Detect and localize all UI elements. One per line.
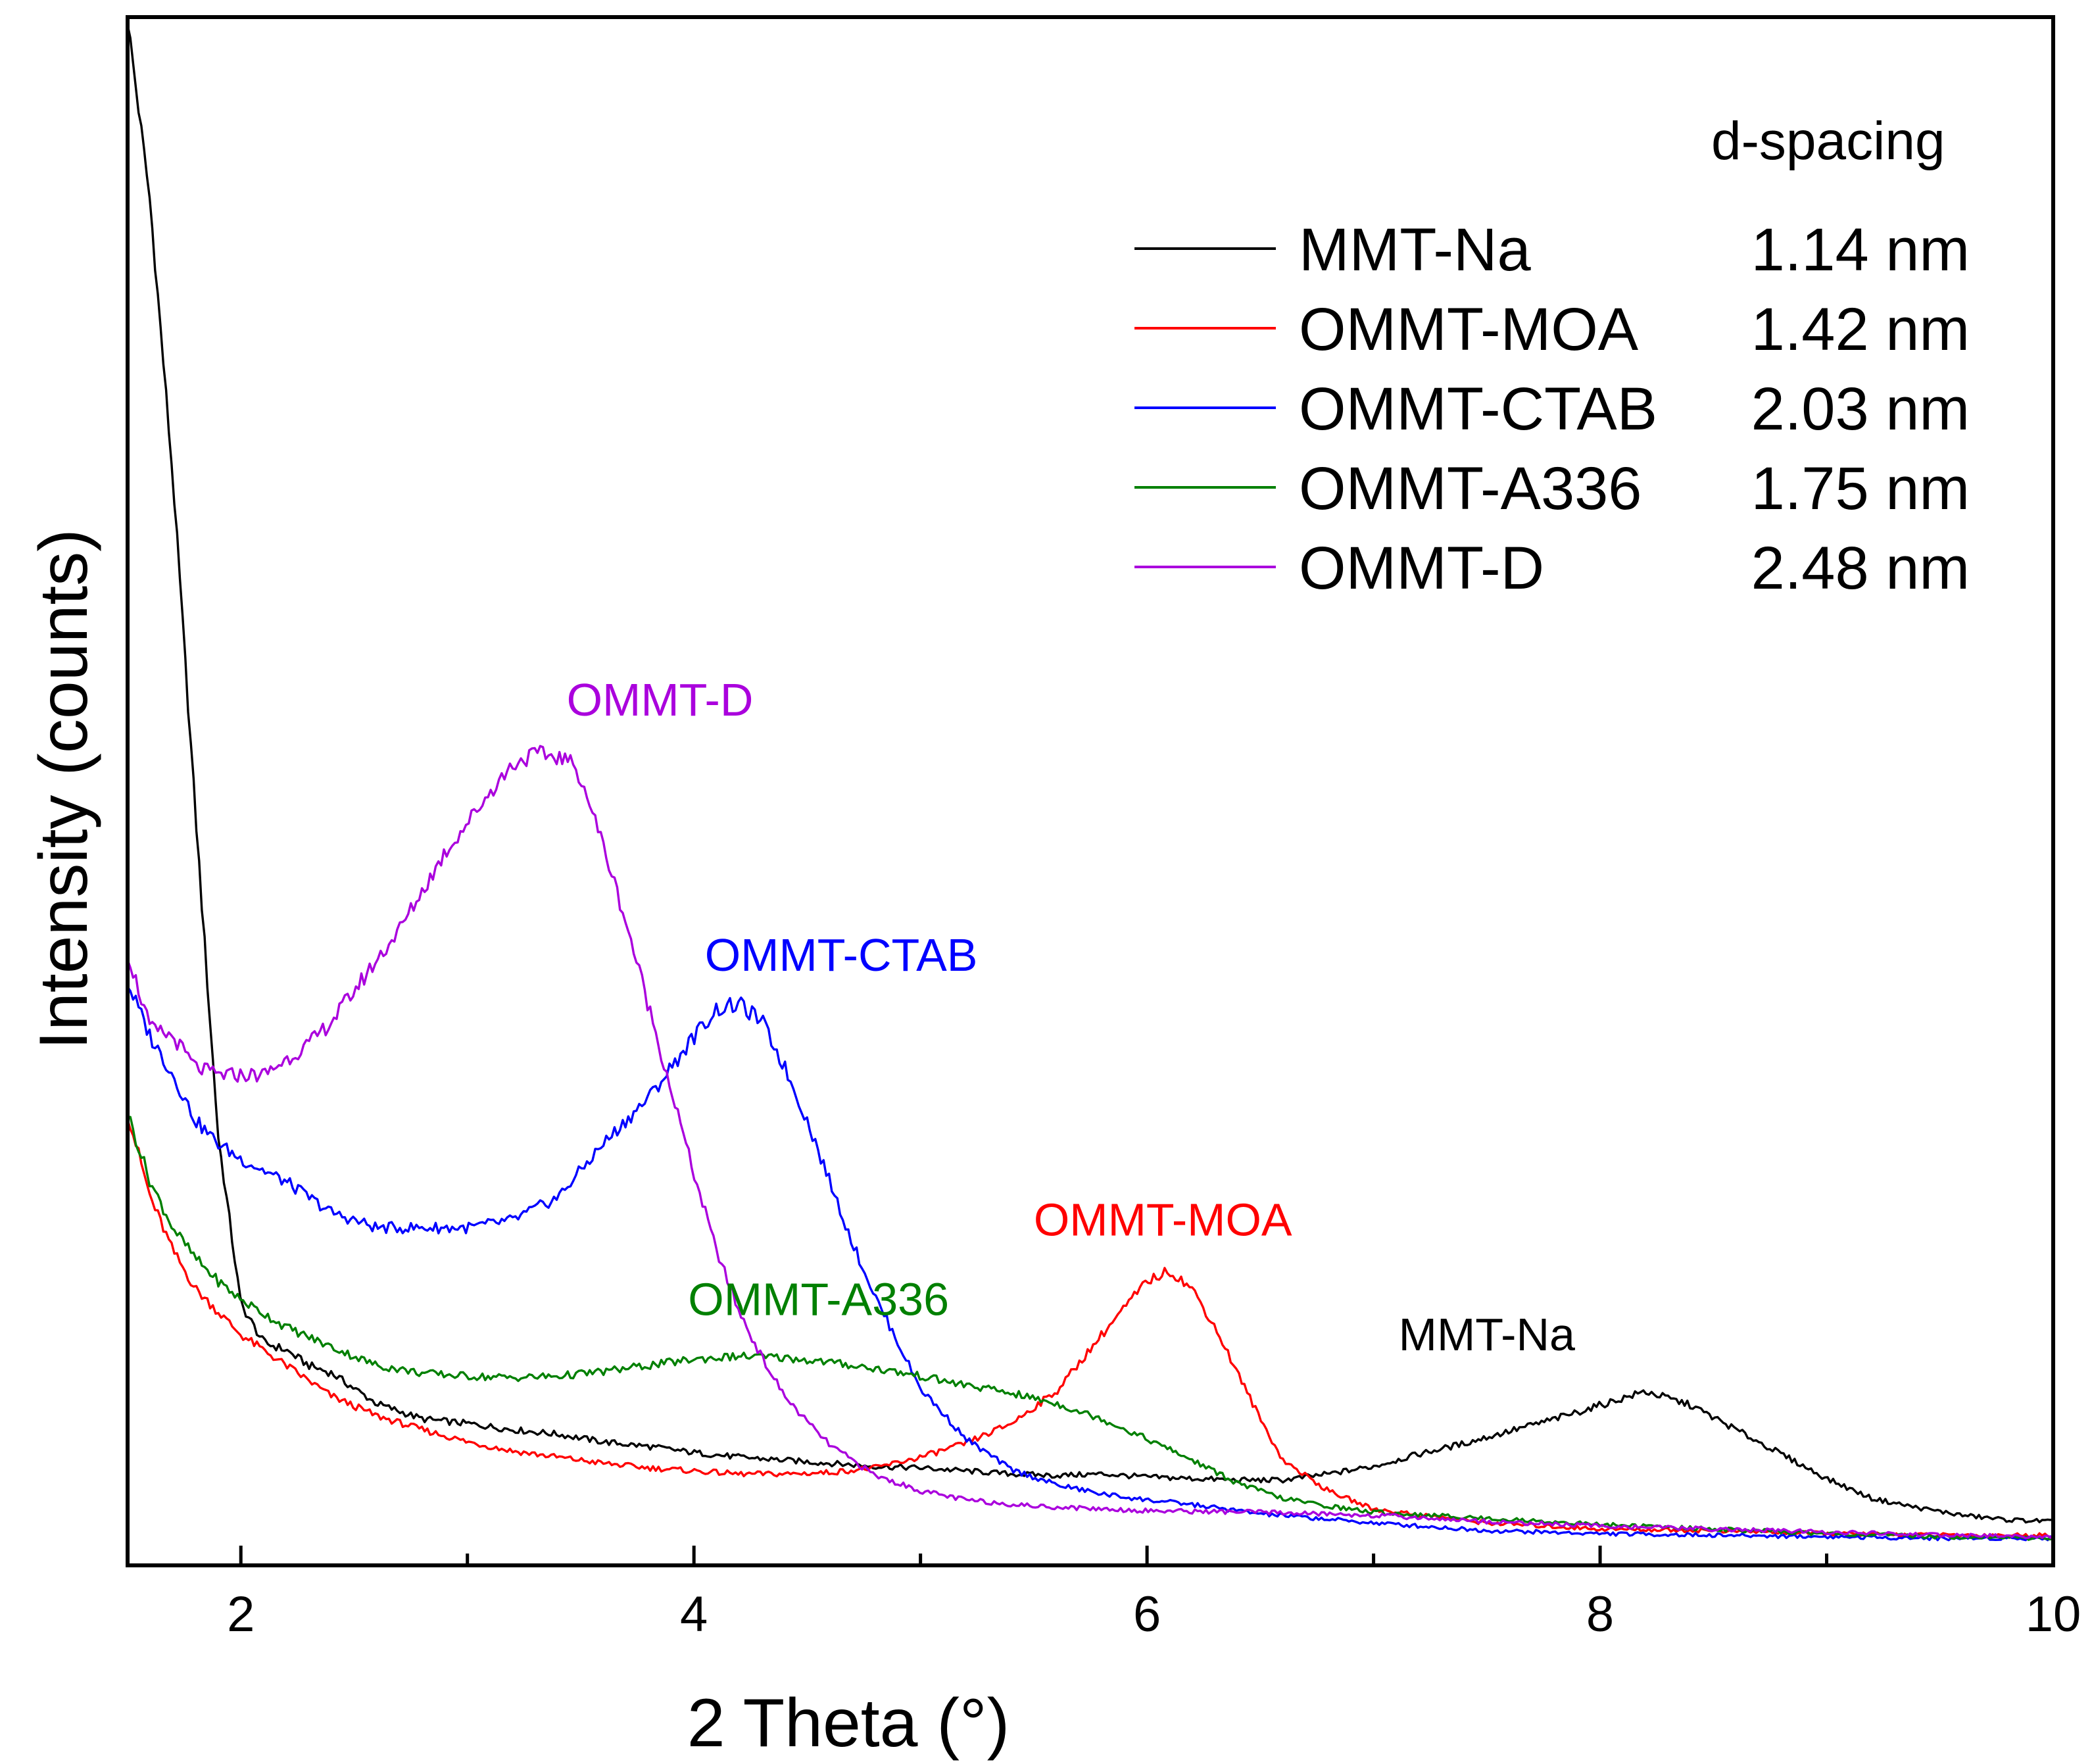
annotation-ommt-ctab: OMMT-CTAB xyxy=(705,929,978,981)
legend-label-mmt-na: MMT-Na xyxy=(1299,216,1531,283)
series-line-mmt-na xyxy=(128,24,2053,1524)
legend-label-ommt-a336: OMMT-A336 xyxy=(1299,455,1642,522)
series-line-ommt-a336 xyxy=(128,1115,2053,1541)
x-tick-label-6: 6 xyxy=(1133,1586,1161,1642)
legend-label-ommt-moa: OMMT-MOA xyxy=(1299,296,1639,363)
peak-annotations: OMMT-D OMMT-CTAB OMMT-MOA OMMT-A336 MMT-Na xyxy=(567,674,1575,1360)
series-line-ommt-d xyxy=(128,745,2053,1540)
legend-label-ommt-ctab: OMMT-CTAB xyxy=(1299,376,1657,443)
series-line-ommt-ctab xyxy=(128,986,2053,1542)
annotation-mmt-na: MMT-Na xyxy=(1399,1309,1575,1360)
x-tick-label-4: 4 xyxy=(680,1586,708,1642)
annotation-ommt-d: OMMT-D xyxy=(567,674,754,725)
series-line-ommt-moa xyxy=(128,1119,2053,1538)
legend: d-spacing MMT-Na 1.14 nm OMMT-MOA 1.42 nm OM… xyxy=(1134,111,1970,602)
x-axis: 2 4 6 8 10 xyxy=(227,1546,2081,1642)
y-axis-title: Intensity (counts) xyxy=(26,529,102,1050)
legend-d-spacing-ommt-d: 2.48 nm xyxy=(1751,535,1970,602)
legend-d-spacing-ommt-moa: 1.42 nm xyxy=(1751,296,1970,363)
x-axis-title: 2 Theta (°) xyxy=(687,1685,1010,1761)
annotation-ommt-moa: OMMT-MOA xyxy=(1034,1194,1292,1245)
legend-d-spacing-ommt-a336: 1.75 nm xyxy=(1751,455,1970,522)
legend-d-spacing-ommt-ctab: 2.03 nm xyxy=(1751,376,1970,443)
legend-header: d-spacing xyxy=(1711,111,1945,171)
legend-label-ommt-d: OMMT-D xyxy=(1299,535,1544,602)
x-tick-label-10: 10 xyxy=(2026,1586,2081,1642)
legend-d-spacing-mmt-na: 1.14 nm xyxy=(1751,216,1970,283)
x-tick-label-2: 2 xyxy=(227,1586,255,1642)
legend-entries: MMT-Na 1.14 nm OMMT-MOA 1.42 nm OMMT-CTAB 2.0… xyxy=(1134,216,1970,602)
plot-frame xyxy=(126,15,2055,1567)
annotation-ommt-a336: OMMT-A336 xyxy=(688,1273,949,1325)
series-layer xyxy=(128,24,2053,1542)
x-tick-label-8: 8 xyxy=(1586,1586,1614,1642)
